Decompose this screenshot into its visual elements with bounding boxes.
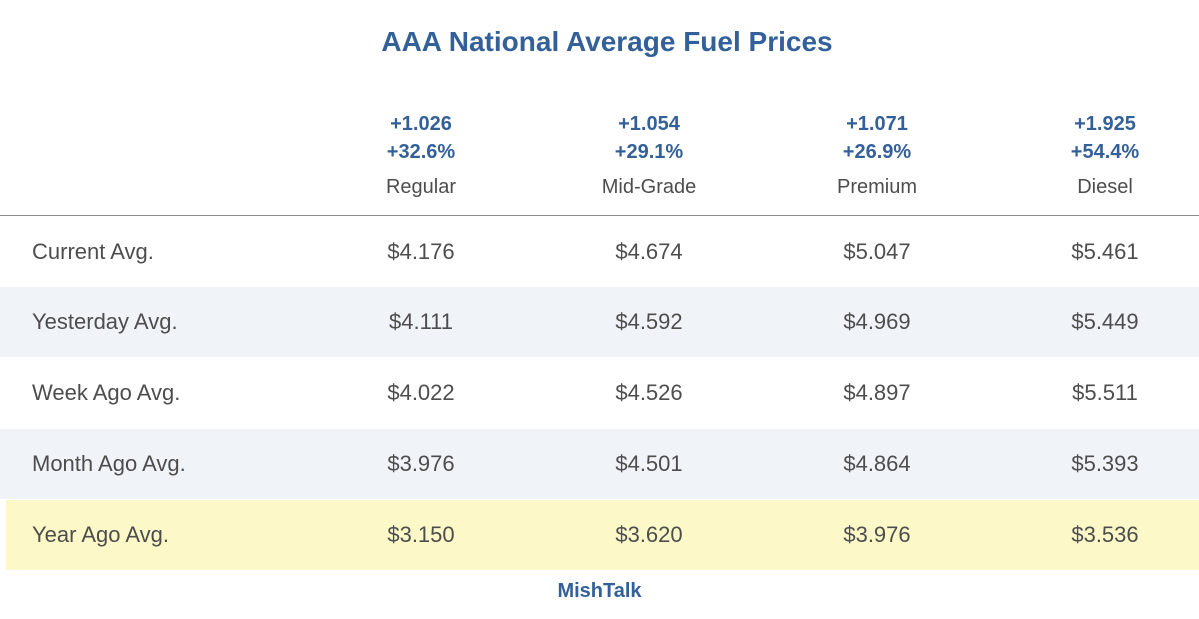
table-cell: $3.150 [387, 522, 455, 547]
column-header-premium: +1.071 +26.9% Premium [787, 110, 967, 199]
row-label: Month Ago Avg. [32, 451, 186, 476]
table-cell: $4.592 [615, 309, 683, 334]
table-cell: $5.393 [1071, 451, 1139, 476]
row-label: Current Avg. [32, 239, 154, 264]
change-abs: +1.054 [618, 113, 680, 135]
change-pct: +26.9% [842, 141, 912, 163]
table-cell: $5.449 [1071, 309, 1139, 334]
row-label: Year Ago Avg. [32, 522, 170, 547]
source-credit: MishTalk [557, 580, 642, 602]
chart-title: AAA National Average Fuel Prices [381, 26, 833, 57]
change-pct: +32.6% [386, 141, 456, 163]
change-pct: +54.4% [1070, 141, 1140, 163]
column-name: Premium [836, 176, 917, 198]
table-cell: $4.674 [615, 239, 683, 264]
table-row-yesterday: Yesterday Avg. $4.111 $4.592 $4.969 $5.4… [0, 287, 1199, 357]
column-name: Mid-Grade [601, 176, 697, 198]
table-cell: $4.022 [387, 380, 455, 405]
table-cell: $4.864 [843, 451, 911, 476]
column-name: Diesel [1077, 176, 1133, 198]
table-row-year-ago: Year Ago Avg. $3.150 $3.620 $3.976 $3.53… [6, 500, 1199, 570]
table-cell: $4.111 [388, 309, 454, 334]
table-cell: $4.176 [387, 239, 455, 264]
column-header-diesel: +1.925 +54.4% Diesel [1015, 110, 1195, 199]
header-divider [0, 215, 1199, 216]
column-name: Regular [385, 176, 457, 198]
table-cell: $3.536 [1071, 522, 1139, 547]
change-abs: +1.071 [846, 113, 908, 135]
table-cell: $3.976 [387, 451, 455, 476]
table-cell: $4.501 [615, 451, 683, 476]
table-row-month-ago: Month Ago Avg. $3.976 $4.501 $4.864 $5.3… [0, 429, 1199, 499]
table-cell: $4.526 [615, 380, 683, 405]
table-cell: $3.620 [615, 522, 683, 547]
row-label: Yesterday Avg. [32, 309, 178, 334]
column-header-regular: +1.026 +32.6% Regular [331, 110, 511, 199]
table-cell: $5.461 [1071, 239, 1139, 264]
row-label: Week Ago Avg. [32, 380, 181, 405]
column-header-mid-grade: +1.054 +29.1% Mid-Grade [559, 110, 739, 199]
change-pct: +29.1% [614, 141, 684, 163]
change-abs: +1.026 [390, 113, 452, 135]
change-abs: +1.925 [1074, 113, 1136, 135]
table-row-week-ago: Week Ago Avg. $4.022 $4.526 $4.897 $5.51… [0, 358, 1199, 428]
table-row-current: Current Avg. $4.176 $4.674 $5.047 $5.461 [0, 217, 1199, 287]
table-cell: $5.511 [1072, 380, 1138, 405]
table-cell: $5.047 [843, 239, 911, 264]
table-cell: $3.976 [843, 522, 911, 547]
table-cell: $4.969 [843, 309, 911, 334]
table-cell: $4.897 [843, 380, 911, 405]
